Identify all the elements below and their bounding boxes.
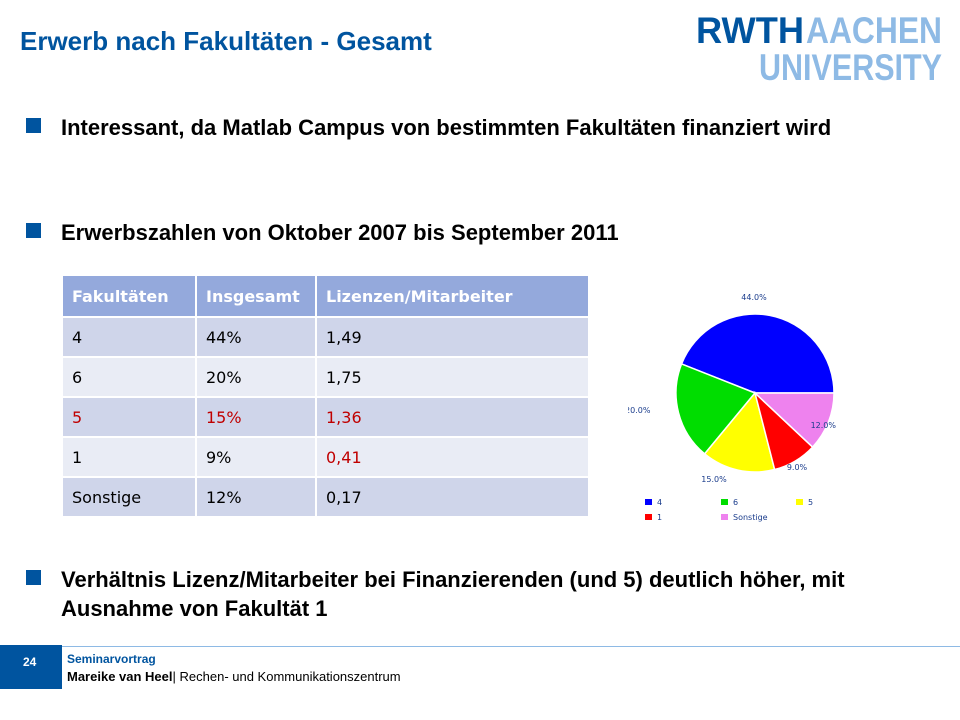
table-header-row: Fakultäten Insgesamt Lizenzen/Mitarbeite… bbox=[63, 276, 590, 317]
slide-title: Erwerb nach Fakultäten - Gesamt bbox=[20, 26, 432, 56]
table-cell: 0,41 bbox=[316, 436, 590, 477]
legend-swatch bbox=[721, 499, 728, 505]
table-cell: 1,75 bbox=[316, 356, 590, 397]
footer-credit: Mareike van Heel| Rechen- und Kommunikat… bbox=[67, 669, 401, 684]
table-cell: 5 bbox=[63, 396, 197, 437]
pie-slice-sonstige bbox=[753, 392, 835, 449]
pie-slice-4 bbox=[680, 313, 835, 394]
faculty-table: Fakultäten Insgesamt Lizenzen/Mitarbeite… bbox=[63, 276, 590, 516]
table-cell: 1 bbox=[63, 436, 197, 477]
footer-affiliation: | Rechen- und Kommunikationszentrum bbox=[172, 669, 401, 684]
pie-slice-6 bbox=[675, 362, 757, 455]
legend-swatch bbox=[721, 514, 728, 520]
pie-data-label: 12.0% bbox=[811, 421, 837, 430]
legend-swatch bbox=[645, 514, 652, 520]
footer-divider bbox=[62, 646, 960, 647]
table-cell: 15% bbox=[196, 396, 317, 437]
table-row: 6 20% 1,75 bbox=[63, 356, 590, 397]
rwth-logo: RWTH AACHEN UNIVERSITY bbox=[696, 10, 942, 82]
bullet-1-text: Interessant, da Matlab Campus von bestim… bbox=[61, 115, 832, 140]
page-number-box: 24 bbox=[0, 645, 62, 689]
table-cell: Sonstige bbox=[63, 476, 197, 516]
pie-data-label: 9.0% bbox=[787, 463, 808, 472]
table-row: Sonstige 12% 0,17 bbox=[63, 476, 590, 516]
footer-author: Mareike van Heel bbox=[67, 669, 173, 684]
legend-swatch bbox=[645, 499, 652, 505]
bullet-square-icon bbox=[26, 223, 41, 238]
header-lizenzen: Lizenzen/Mitarbeiter bbox=[316, 276, 590, 317]
table-cell: 44% bbox=[196, 316, 317, 357]
table-cell: 12% bbox=[196, 476, 317, 516]
bullet-square-icon bbox=[26, 570, 41, 585]
table-cell: 9% bbox=[196, 436, 317, 477]
bullet-3: Verhältnis Lizenz/Mitarbeiter bei Finanz… bbox=[26, 565, 946, 623]
bullet-2: Erwerbszahlen von Oktober 2007 bis Septe… bbox=[26, 218, 946, 247]
bullet-2-text: Erwerbszahlen von Oktober 2007 bis Septe… bbox=[61, 220, 619, 245]
legend-label: 5 bbox=[808, 498, 813, 507]
pie-chart: 44.0% 20.0% 15.0% 9.0% 12.0% 4 6 5 1 Sonstige bbox=[628, 293, 837, 522]
legend-swatch bbox=[796, 499, 803, 505]
pie-slice-5 bbox=[703, 391, 776, 473]
table-cell: 1,36 bbox=[316, 396, 590, 437]
logo-rwth: RWTH bbox=[696, 10, 804, 51]
pie-data-label: 15.0% bbox=[701, 475, 727, 484]
page-number: 24 bbox=[23, 655, 37, 669]
table-cell: 20% bbox=[196, 356, 317, 397]
table-cell: 4 bbox=[63, 316, 197, 357]
bullet-1: Interessant, da Matlab Campus von bestim… bbox=[26, 113, 946, 142]
table-cell: 1,49 bbox=[316, 316, 590, 357]
table-cell: 0,17 bbox=[316, 476, 590, 516]
bullet-square-icon bbox=[26, 118, 41, 133]
header-fakultaeten: Fakultäten bbox=[63, 276, 197, 317]
logo-aachen: AACHEN bbox=[806, 10, 942, 51]
table-row: 5 15% 1,36 bbox=[63, 396, 590, 437]
footer-event: Seminarvortrag bbox=[67, 652, 156, 666]
logo-university: UNIVERSITY bbox=[759, 47, 942, 82]
legend-label: 6 bbox=[733, 498, 738, 507]
pie-data-label: 44.0% bbox=[741, 293, 767, 302]
table-row: 1 9% 0,41 bbox=[63, 436, 590, 477]
bullet-3-text: Verhältnis Lizenz/Mitarbeiter bei Finanz… bbox=[61, 567, 845, 621]
table-row: 4 44% 1,49 bbox=[63, 316, 590, 357]
pie-data-label: 20.0% bbox=[628, 406, 651, 415]
table-cell: 6 bbox=[63, 356, 197, 397]
legend-label: 4 bbox=[657, 498, 662, 507]
legend-label: 1 bbox=[657, 513, 662, 522]
legend-label: Sonstige bbox=[733, 513, 768, 522]
header-insgesamt: Insgesamt bbox=[196, 276, 317, 317]
